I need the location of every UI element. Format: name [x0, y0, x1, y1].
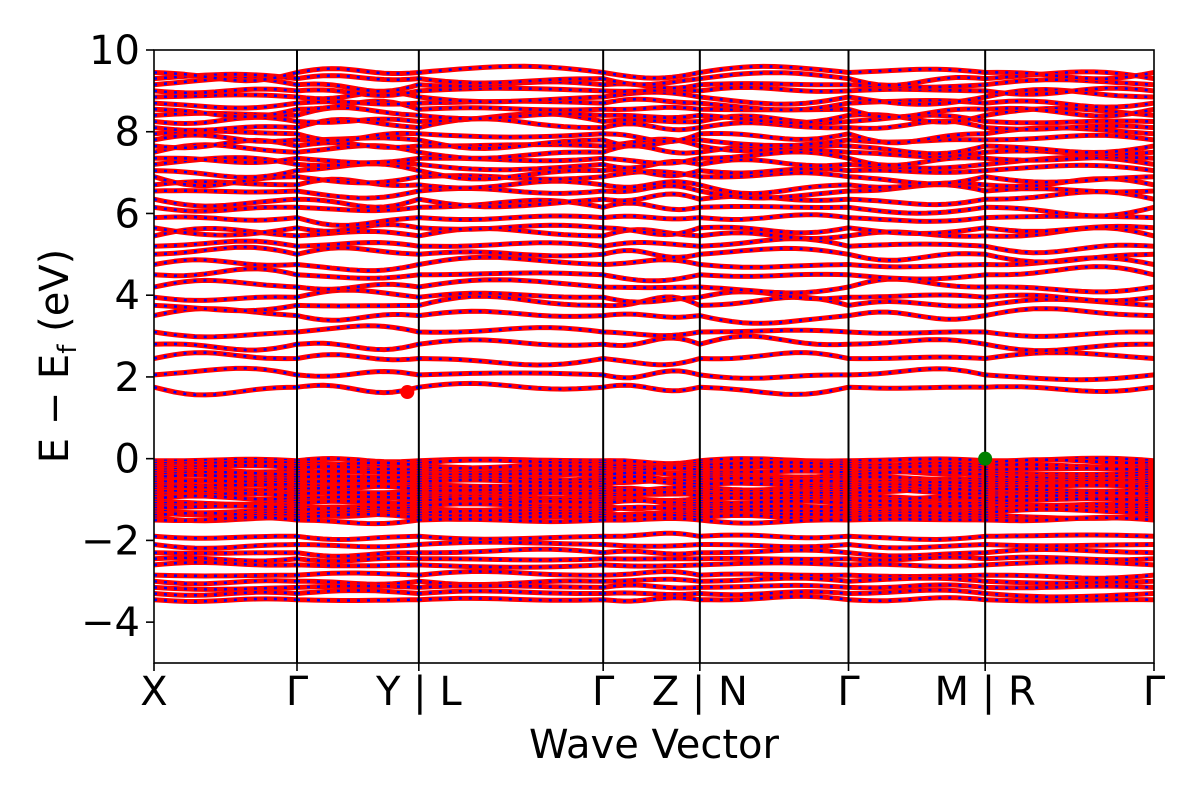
band-line-spin-down: [154, 277, 1154, 295]
band-line-spin-down: [154, 532, 1154, 541]
x-tick-label: M | R: [935, 669, 1036, 715]
band-line-spin-up: [154, 264, 1154, 284]
band-line-spin-down: [154, 334, 1154, 352]
band-line-spin-down: [154, 223, 1154, 237]
band-line-spin-down: [154, 86, 1154, 97]
x-axis-ticks: X Γ Y | L Γ Z | N Γ M | R Γ: [140, 663, 1166, 715]
band-line-spin-down: [154, 555, 1154, 563]
high-symmetry-lines: [296, 50, 987, 663]
band-line-spin-down: [154, 265, 1154, 283]
y-tick-label: 2: [115, 355, 140, 401]
band-line-spin-down: [154, 245, 1154, 264]
cbm-marker: [400, 385, 415, 400]
x-tick-label: X: [140, 669, 167, 715]
band-line-spin-down: [154, 199, 1154, 218]
y-tick-label: 0: [115, 437, 140, 483]
band-line-spin-down: [154, 65, 1154, 82]
band-line-spin-down: [154, 255, 1154, 272]
band-line-spin-up: [154, 212, 1154, 228]
band-line-spin-down: [154, 126, 1154, 145]
y-tick-label: −4: [81, 600, 140, 646]
band-line-spin-down: [154, 547, 1154, 558]
band-line-spin-down: [154, 226, 1154, 240]
x-tick-label: Γ: [286, 669, 309, 715]
band-line-spin-down: [154, 150, 1154, 167]
y-axis-label-unit: (eV): [32, 249, 78, 345]
x-tick-label: Γ: [1143, 669, 1166, 715]
band-line-spin-down: [154, 70, 1154, 87]
y-tick-label: 6: [115, 191, 140, 237]
band-line-spin-up: [154, 333, 1154, 354]
plot-frame: [153, 49, 1155, 664]
x-tick-label: Z | N: [652, 669, 748, 715]
y-tick-label: 8: [115, 110, 140, 156]
band-line-spin-down: [154, 583, 1154, 591]
y-axis-label-main: E − E: [32, 354, 78, 464]
band-line-spin-down: [154, 295, 1154, 312]
y-axis-label-subscript: f: [53, 344, 83, 354]
band-line-spin-down: [154, 382, 1154, 397]
band-line-spin-down: [154, 464, 1154, 471]
band-line-spin-up: [154, 197, 1154, 219]
bands-layer: [154, 63, 1154, 604]
x-tick-label: Γ: [837, 669, 860, 715]
band-line-spin-down: [154, 588, 1154, 599]
band-line-spin-down: [154, 237, 1154, 254]
x-tick-label: Γ: [592, 669, 615, 715]
x-tick-label: Y | L: [375, 669, 462, 715]
band-line-spin-down: [154, 324, 1154, 339]
band-line-spin-down: [154, 516, 1154, 525]
band-line-spin-down: [154, 570, 1154, 580]
y-tick-label: 10: [89, 28, 140, 74]
band-line-spin-down: [154, 288, 1154, 304]
x-axis-label: Wave Vector: [529, 722, 780, 768]
band-line-spin-down: [154, 595, 1154, 603]
band-line-spin-down: [154, 213, 1154, 227]
band-line-spin-down: [154, 560, 1154, 569]
markers-layer: [400, 385, 993, 466]
band-line-spin-down: [154, 351, 1154, 367]
y-tick-label: 4: [115, 273, 140, 319]
band-line-spin-down: [154, 367, 1154, 381]
band-line-spin-down: [154, 478, 1154, 485]
band-line-spin-up: [154, 350, 1154, 368]
y-axis-label: E − Ef (eV): [32, 249, 83, 464]
y-tick-label: −2: [81, 518, 140, 564]
vbm-marker: [978, 451, 993, 466]
y-axis-ticks: −4 −2 0 2 4 6 8 10: [81, 28, 154, 646]
band-line-spin-down: [154, 540, 1154, 550]
band-line-spin-down: [154, 190, 1154, 209]
band-line-spin-down: [154, 183, 1154, 200]
